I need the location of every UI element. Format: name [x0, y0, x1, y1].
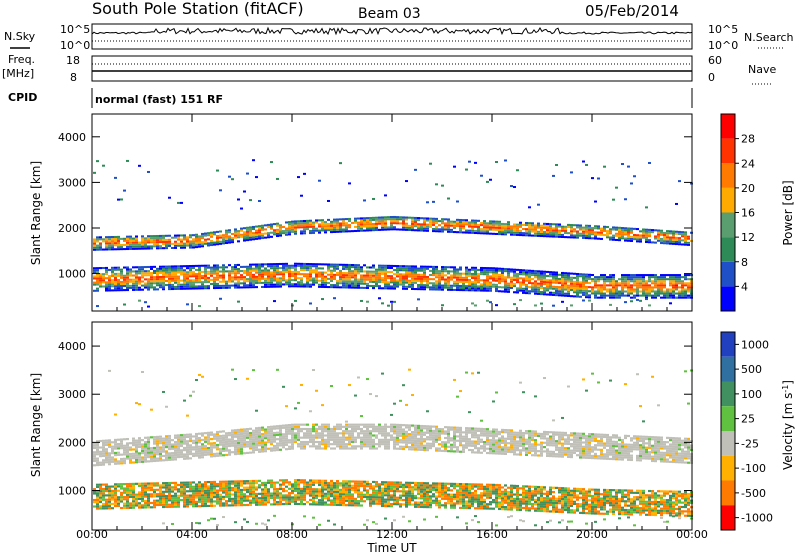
power-colorbar-label-0: 4 [741, 280, 748, 293]
nave-tick-bottom: 0 [708, 71, 715, 84]
velocity-colorbar-label-4: -25 [741, 437, 759, 450]
velocity-ytick-label-2: 3000 [58, 388, 86, 401]
velocity-colorbar-label: Velocity [m s-1] [781, 380, 796, 470]
velocity-colorbar-label-0: 1000 [741, 338, 769, 351]
velocity-colorbar-seg-0 [721, 332, 735, 357]
power-colorbar-label-5: 24 [741, 157, 755, 170]
nave-label: Nave [748, 63, 776, 76]
velocity-colorbar-seg-4 [721, 431, 735, 456]
nsky-trace [91, 26, 693, 42]
power-colorbar-label-4: 20 [741, 182, 755, 195]
power-colorbar-seg-0 [721, 286, 735, 311]
power-ytick-label-0: 1000 [58, 268, 86, 281]
power-ytick-label-2: 3000 [58, 176, 86, 189]
power-ytick-label-3: 4000 [58, 131, 86, 144]
velocity-colorbar-label-2: 100 [741, 388, 762, 401]
freq-tick-bottom: 8 [70, 71, 77, 84]
time-tick-label-2: 08:00 [276, 528, 308, 541]
power-colorbar-seg-7 [721, 114, 735, 139]
freq-label-1: Freq. [8, 53, 35, 66]
velocity-colorbar-seg-2 [721, 381, 735, 407]
cpid-value: normal (fast) 151 RF [95, 93, 223, 106]
station-title: South Pole Station (fitACF) [92, 0, 304, 18]
time-tick-label-0: 00:00 [76, 528, 108, 541]
nsky-tick-top: 10^5 [60, 23, 90, 36]
power-colorbar-seg-4 [721, 187, 735, 213]
nsearch-tick-bottom: 10^0 [708, 39, 738, 52]
time-axis-label: Time UT [366, 541, 417, 554]
nsearch-tick-top: 10^5 [708, 23, 738, 36]
time-tick-label-1: 04:00 [176, 528, 208, 541]
velocity-ytick-label-3: 4000 [58, 340, 86, 353]
velocity-colorbar-label-3: 25 [741, 413, 755, 426]
freq-tick-top: 18 [66, 54, 80, 67]
freq-panel [91, 55, 693, 82]
time-tick-label-5: 20:00 [576, 528, 608, 541]
date-title: 05/Feb/2014 [585, 2, 679, 20]
power-colorbar-seg-3 [721, 212, 735, 238]
nave-tick-top: 60 [708, 54, 722, 67]
power-colorbar-label-1: 8 [741, 256, 748, 269]
time-tick-label-4: 16:00 [476, 528, 508, 541]
power-cells [93, 159, 693, 308]
cpid-label: CPID [8, 91, 37, 104]
power-colorbar-seg-1 [721, 261, 735, 287]
velocity-colorbar-label-6: -500 [741, 487, 766, 500]
power-colorbar-label-6: 28 [741, 133, 755, 146]
power-panel: 1000 2000 3000 4000 [58, 113, 693, 312]
power-ylabel: Slant Range [km] [29, 161, 43, 265]
velocity-cells [93, 368, 693, 527]
velocity-colorbar-label-7: -1000 [741, 512, 773, 525]
velocity-panel: 1000 2000 3000 4000 00:00 04:00 08:00 12:00 16:0… [58, 321, 708, 541]
velocity-ytick-label-0: 1000 [58, 485, 86, 498]
freq-label-2: [MHz] [2, 67, 34, 80]
nsky-line [91, 26, 693, 36]
nsky-label: N.Sky [4, 30, 36, 43]
velocity-ytick-label-1: 2000 [58, 436, 86, 449]
velocity-colorbar-seg-1 [721, 356, 735, 382]
power-colorbar: 4 8 12 16 20 24 28 [720, 113, 755, 312]
velocity-colorbar-seg-3 [721, 406, 735, 431]
nsky-panel [91, 23, 693, 50]
velocity-colorbar-label-5: -100 [741, 462, 766, 475]
power-colorbar-seg-5 [721, 163, 735, 188]
power-colorbar-seg-6 [721, 138, 735, 164]
nsky-tick-bottom: 10^0 [60, 39, 90, 52]
velocity-ylabel: Slant Range [km] [29, 373, 43, 477]
velocity-colorbar-label-1: 500 [741, 363, 762, 376]
power-colorbar-label-2: 12 [741, 231, 755, 244]
velocity-colorbar-seg-6 [721, 480, 735, 506]
velocity-colorbar-frame [720, 331, 736, 531]
power-colorbar-label-3: 16 [741, 207, 755, 220]
time-tick-label-3: 12:00 [376, 528, 408, 541]
nsearch-label: N.Search [744, 31, 794, 44]
beam-title: Beam 03 [358, 6, 421, 22]
velocity-colorbar: 1000 500 100 25 -25 -100 -500 -1000 [720, 331, 773, 531]
power-ytick-label-1: 2000 [58, 222, 86, 235]
power-colorbar-seg-2 [721, 237, 735, 262]
velocity-colorbar-seg-7 [721, 505, 735, 530]
power-colorbar-label: Power [dB] [781, 180, 795, 245]
time-tick-label-6: 00:00 [676, 528, 708, 541]
velocity-colorbar-seg-5 [721, 455, 735, 481]
